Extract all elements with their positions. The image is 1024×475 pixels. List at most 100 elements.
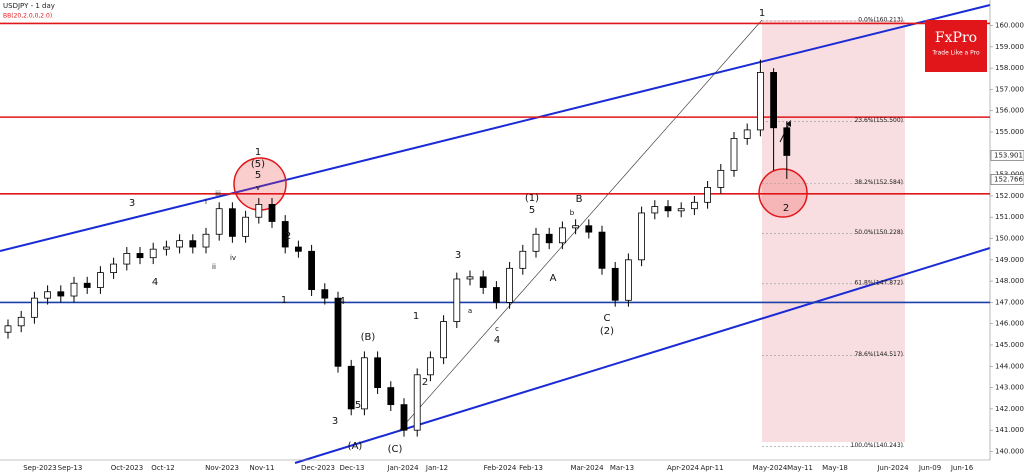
x-tick-label: Dec-2023 [301,464,335,472]
wave-label: 3 [455,250,461,261]
x-tick-label: Sep-13 [58,464,83,472]
x-tick-label: Apr-2024 [667,464,700,472]
chart-title: USDJPY - 1 day [3,2,55,10]
fib-label: 23.6%(155.500) [854,117,903,124]
wave-label: (C) [388,444,403,455]
x-tick-label: Sep-2023 [23,464,57,472]
x-tick-label: Apr-11 [700,464,723,472]
candle-body [559,227,566,244]
price-tag: 153.901 [994,151,1023,159]
y-tick-label: 155.000 [995,128,1024,136]
x-tick-label: Jun-16 [950,464,974,472]
candle-body [519,250,527,269]
wave-label: 5 [529,205,535,216]
wave-label: (1) [525,193,539,204]
candle-body [783,127,791,156]
candle-body [110,263,117,273]
candle-body [242,216,250,237]
y-tick-label: 156.000 [995,107,1024,115]
candle-body [44,291,51,299]
wave-label: (2) [600,326,614,337]
price-tag: 152.766 [994,176,1023,184]
candle-body [57,291,65,297]
candle-body [176,240,184,248]
x-tick-label: May-18 [822,464,848,472]
candle-body [4,325,12,333]
fib-label: 100.0%(140.243) [851,442,903,449]
candle-body [413,374,421,431]
candle-body [730,138,738,171]
fib-label: 0.0%(160.213) [858,17,903,24]
fib-zone [762,20,905,442]
logo-tagline: Trade Like a Pro [931,50,980,57]
wave-label: C [604,313,611,324]
wave-label: 2 [422,377,428,388]
wave-label: 1 [281,295,287,306]
candle-body [255,204,263,218]
y-tick-label: 151.000 [995,213,1024,221]
channel-upper [0,4,991,252]
candle-body [30,297,38,318]
wave-label: (B) [361,332,376,343]
candle-body [704,187,711,203]
y-tick-label: 147.000 [995,298,1024,306]
y-tick-label: 157.000 [995,85,1024,93]
wave-label: A [550,273,557,284]
y-tick-label: 145.000 [995,341,1024,349]
candle-body [189,240,197,248]
y-tick-label: 140.000 [995,447,1024,455]
candle-body [70,282,78,297]
candle-body [215,208,223,235]
wave-label: 1 [255,147,261,158]
candle-body [770,72,777,129]
candle-body [202,233,210,248]
candle-body [426,357,434,376]
x-tick-label: Mar-2024 [570,464,604,472]
wave-label: (A) [348,441,363,452]
candle-body [651,206,659,214]
candle-body [228,208,236,237]
fib-label: 78.6%(144.517) [854,351,903,358]
x-tick-label: Jun-2024 [876,464,909,472]
y-tick-label: 143.000 [995,384,1024,392]
y-tick-label: 148.000 [995,277,1024,285]
candle-body [757,72,764,131]
candle-body [321,289,329,299]
candle-body [545,233,553,244]
logo: FxPro [935,30,977,46]
wave-label: 5 [255,170,261,181]
candle-body [360,357,368,410]
x-tick-label: May-2024 [753,464,788,472]
indicator-label: BB(20,2.0,0,2.0) [3,13,52,20]
candle-body [97,272,104,288]
wave-label: 1 [759,8,765,19]
candle-body [506,267,514,303]
candle-body [440,321,448,359]
wave-label: 2 [285,231,291,242]
candle-body [664,206,672,212]
y-tick-label: 159.000 [995,43,1024,51]
candle-body [598,231,606,269]
candle-body [625,259,632,301]
fib-label: 38.2%(152.584) [854,179,903,186]
y-tick-label: 149.000 [995,256,1024,264]
candle-body [294,246,302,252]
y-tick-label: 160.000 [995,22,1024,30]
y-tick-label: 158.000 [995,64,1024,72]
candle-body [17,316,25,327]
wave-label: 5 [355,400,361,411]
x-tick-label: Jan-2024 [386,464,419,472]
candle-body [453,278,461,322]
candle-body [532,233,540,252]
wave-label: 1 [413,311,419,322]
wave-label: a [468,307,472,315]
candle-body [585,225,593,233]
y-tick-label: 144.000 [995,362,1024,370]
candle-body [162,246,170,250]
wave-label: iii [215,190,221,198]
trend-line [397,19,763,433]
fib-label: 50.0%(150.228) [854,229,903,236]
price-tag-box [990,174,1024,185]
candle-body [479,276,487,288]
